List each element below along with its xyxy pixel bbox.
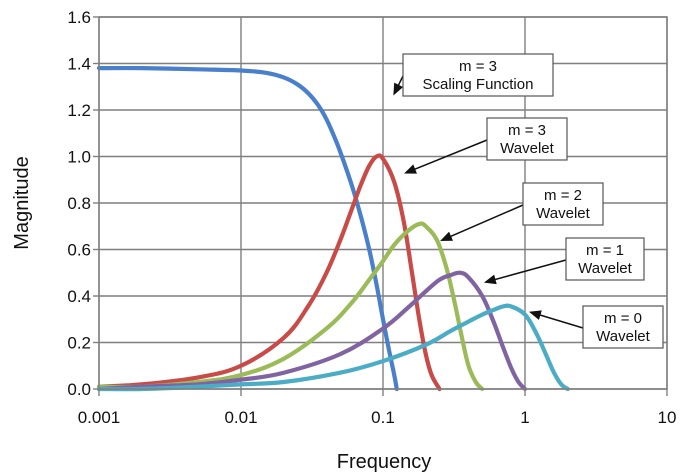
annotation-box-wavelet-m3 — [486, 117, 568, 161]
series-layer — [96, 65, 570, 392]
series-line-wavelet-m3 — [96, 153, 442, 392]
y-tick-label: 0.2 — [67, 334, 91, 353]
series-line-scaling-m3 — [96, 65, 399, 392]
annotation-box-wavelet-m2 — [522, 182, 604, 226]
y-tick-label: 0.6 — [67, 241, 91, 260]
x-tick-label: 0.1 — [371, 408, 395, 427]
annotation-arrow-wavelet-m3 — [404, 139, 488, 174]
tick-labels: 0.0 0.2 0.4 0.6 0.8 1.0 1.2 1.4 1.6 0.001 0.01 0.1 1… — [67, 8, 676, 427]
x-axis-title: Frequency — [337, 451, 432, 473]
y-tick-label: 1.0 — [67, 148, 91, 167]
annotation-text-wavelet-m3: m = 3 — [508, 122, 546, 139]
x-tick-label: 10 — [658, 408, 677, 427]
y-tick-label: 0.0 — [67, 380, 91, 399]
x-tick-label: 0.001 — [78, 408, 121, 427]
series-line-wavelet-m1 — [96, 270, 528, 392]
annotation-text-scaling-m3: Scaling Function — [423, 76, 534, 93]
annotation-arrow-wavelet-m0 — [528, 310, 584, 329]
annotation-text-wavelet-m3: Wavelet — [500, 140, 554, 157]
annotation-arrow-scaling-m3 — [393, 75, 404, 96]
annotation-arrow-wavelet-m2 — [440, 204, 524, 241]
y-tick-label: 1.4 — [67, 55, 91, 74]
annotation-arrow-wavelet-m1 — [483, 259, 567, 285]
annotation-text-wavelet-m0: Wavelet — [596, 328, 650, 345]
annotation-text-wavelet-m1: Wavelet — [578, 260, 632, 277]
y-tick-label: 1.2 — [67, 101, 91, 120]
x-tick-label: 0.01 — [224, 408, 257, 427]
y-tick-label: 0.8 — [67, 194, 91, 213]
y-axis-title: Magnitude — [11, 156, 33, 249]
plot-border — [98, 16, 668, 390]
annotation-box-wavelet-m0 — [582, 305, 664, 349]
annotation-text-wavelet-m2: m = 2 — [544, 187, 582, 204]
annotation-text-wavelet-m1: m = 1 — [586, 242, 624, 259]
annotation-text-wavelet-m2: Wavelet — [536, 205, 590, 222]
annotation-box-wavelet-m1 — [565, 237, 645, 281]
series-line-wavelet-m2 — [96, 221, 485, 392]
y-tick-label: 0.4 — [67, 287, 91, 306]
annotation-text-scaling-m3: m = 3 — [459, 58, 497, 75]
series-line-wavelet-m0 — [96, 303, 570, 392]
plot-frame — [93, 16, 668, 396]
y-tick-label: 1.6 — [67, 8, 91, 27]
x-tick-label: 1 — [520, 408, 529, 427]
annotation-text-wavelet-m0: m = 0 — [604, 310, 642, 327]
annotation-box-scaling-m3 — [402, 53, 554, 97]
